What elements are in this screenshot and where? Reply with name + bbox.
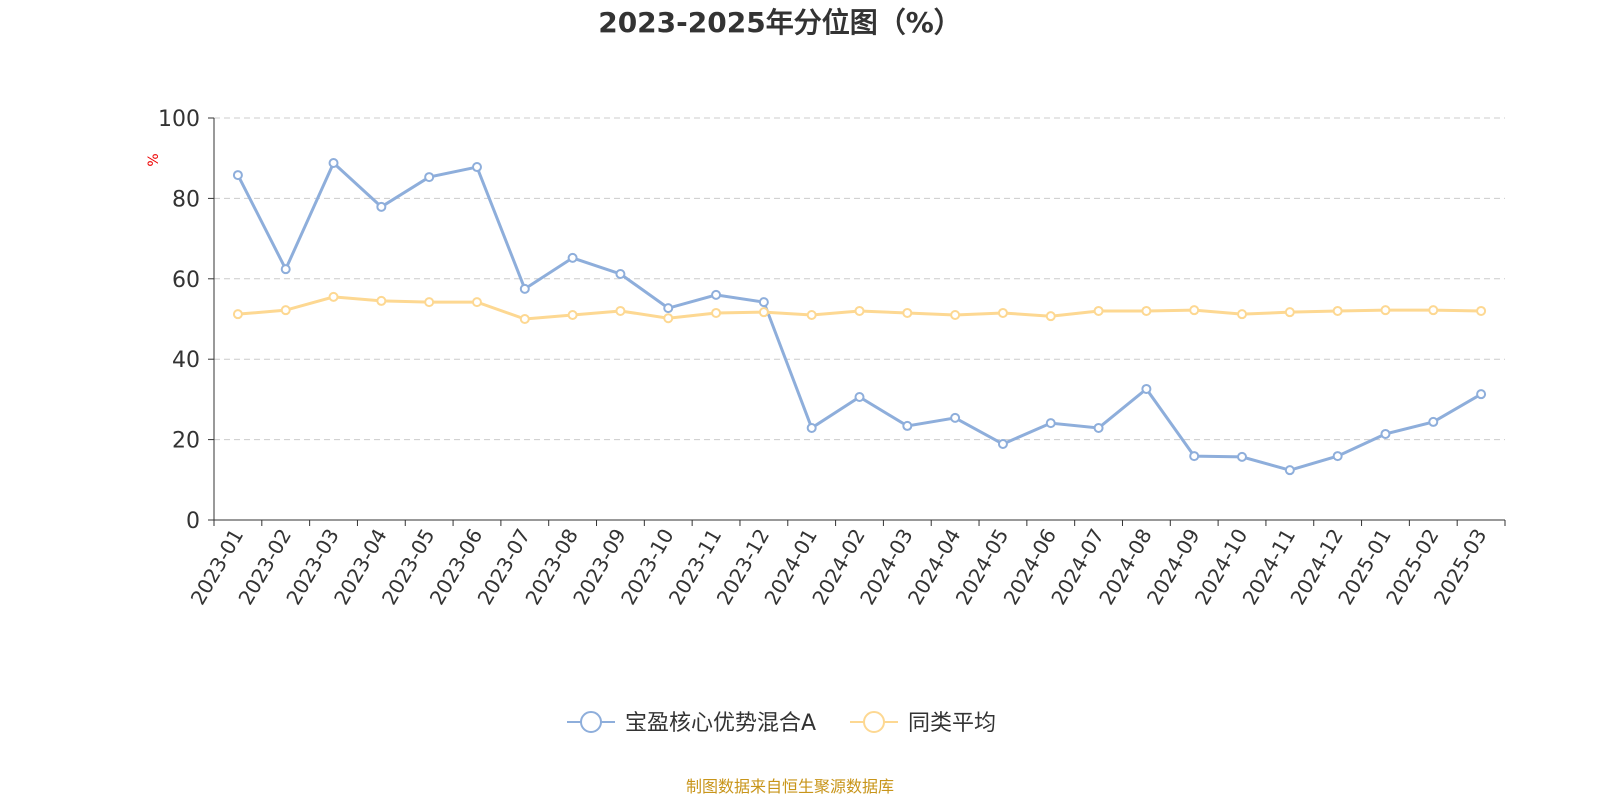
data-point [663,303,674,314]
data-point [1284,307,1295,318]
data-point [328,158,339,169]
data-point [232,170,243,181]
data-point [519,314,530,324]
data-point [1237,451,1248,462]
legend-circle-icon [580,711,602,733]
data-point [1093,305,1104,316]
data-point [902,420,913,431]
data-point [854,391,865,402]
data-point [1093,422,1104,433]
y-tick-label: 20 [172,429,200,454]
data-point [376,201,387,212]
data-point [902,307,913,318]
data-point [280,264,291,275]
data-point [1045,418,1056,429]
data-point [471,162,482,173]
y-tick-label: 40 [172,348,200,373]
data-point [376,295,387,306]
y-tick-label: 60 [172,268,200,293]
data-point [758,297,769,308]
legend-item[interactable]: 同类平均 [850,711,996,736]
data-point [1380,305,1391,316]
data-point [424,172,435,183]
source-note: 制图数据来自恒生聚源数据库 [686,777,894,796]
data-point [997,307,1008,318]
data-point [1141,305,1152,316]
data-point [950,412,961,423]
data-point [567,252,578,263]
data-point [806,309,817,320]
data-point [1476,389,1487,400]
y-tick-label: 80 [172,187,200,212]
y-tick-label: 0 [186,509,200,534]
data-point [615,305,626,316]
data-point [232,309,243,320]
data-point [471,297,482,308]
series-line [236,160,1482,472]
data-point [1332,305,1343,316]
data-point [1045,311,1056,322]
chart-title: 2023-2025年分位图（%） [598,6,962,39]
legend-circle-icon [863,711,885,733]
data-point [328,291,339,302]
data-point [424,297,435,308]
data-point [1380,428,1391,439]
data-point [1189,451,1200,462]
data-point [711,307,722,318]
data-point [711,289,722,300]
data-point [567,309,578,320]
legend-label: 宝盈核心优势混合A [625,711,816,736]
data-point [663,313,674,324]
data-point [1476,305,1487,316]
data-point [1141,383,1152,394]
data-point [1284,465,1295,476]
data-point [806,422,817,433]
data-point [615,268,626,279]
y-axis-label: % [146,153,162,166]
legend-item[interactable]: 宝盈核心优势混合A [567,711,816,736]
data-point [950,309,961,320]
data-point [1189,305,1200,316]
data-point [280,305,291,316]
data-point [1428,305,1439,316]
data-point [997,439,1008,450]
data-point [1237,309,1248,320]
data-point [1332,451,1343,462]
data-point [854,305,865,316]
data-point [519,283,530,294]
y-tick-label: 100 [158,107,200,132]
data-point [758,307,769,318]
data-point [1428,416,1439,427]
legend-label: 同类平均 [908,711,996,736]
